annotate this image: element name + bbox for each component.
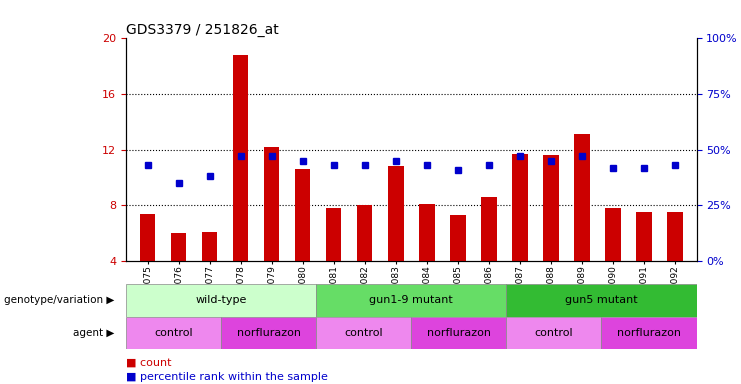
Bar — [202, 232, 217, 261]
Bar — [357, 205, 373, 261]
Bar — [506, 317, 602, 349]
Bar — [388, 167, 404, 261]
Bar — [481, 197, 496, 261]
Bar — [140, 214, 156, 261]
Bar — [636, 212, 651, 261]
Bar — [605, 208, 620, 261]
Bar — [667, 212, 682, 261]
Text: agent ▶: agent ▶ — [73, 328, 115, 338]
Text: ■ percentile rank within the sample: ■ percentile rank within the sample — [126, 372, 328, 382]
Bar — [512, 154, 528, 261]
Bar — [602, 317, 697, 349]
Text: gun1-9 mutant: gun1-9 mutant — [369, 295, 453, 306]
Bar — [126, 317, 221, 349]
Text: norflurazon: norflurazon — [236, 328, 301, 338]
Bar — [419, 204, 434, 261]
Bar — [316, 317, 411, 349]
Bar — [326, 208, 342, 261]
Bar — [506, 284, 697, 317]
Bar — [411, 317, 506, 349]
Bar — [450, 215, 465, 261]
Text: genotype/variation ▶: genotype/variation ▶ — [4, 295, 115, 306]
Bar — [264, 147, 279, 261]
Text: gun5 mutant: gun5 mutant — [565, 295, 638, 306]
Text: control: control — [534, 328, 574, 338]
Bar — [171, 233, 187, 261]
Text: norflurazon: norflurazon — [427, 328, 491, 338]
Text: norflurazon: norflurazon — [617, 328, 681, 338]
Text: control: control — [154, 328, 193, 338]
Text: control: control — [345, 328, 383, 338]
Text: ■ count: ■ count — [126, 358, 171, 367]
Bar — [316, 284, 506, 317]
Bar — [221, 317, 316, 349]
Text: GDS3379 / 251826_at: GDS3379 / 251826_at — [126, 23, 279, 37]
Bar — [574, 134, 590, 261]
Text: wild-type: wild-type — [196, 295, 247, 306]
Bar — [126, 284, 316, 317]
Bar — [295, 169, 310, 261]
Bar — [543, 156, 559, 261]
Bar — [233, 55, 248, 261]
